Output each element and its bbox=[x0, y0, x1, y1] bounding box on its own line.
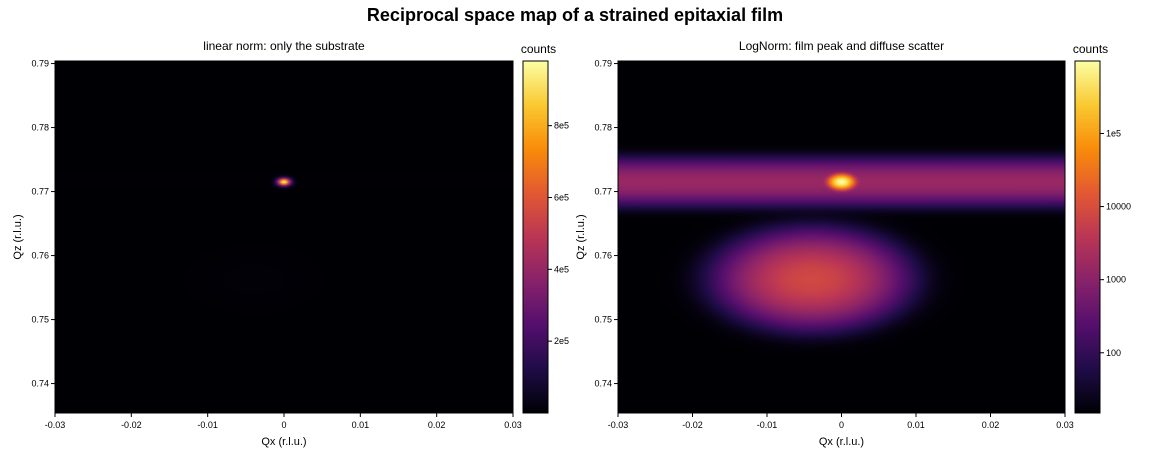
colorbar bbox=[1075, 61, 1100, 413]
colorbar-tick-label: 2e5 bbox=[554, 336, 569, 346]
heatmap-image bbox=[618, 61, 1065, 413]
figure-title: Reciprocal space map of a strained epita… bbox=[366, 5, 784, 25]
y-tick-label: 0.79 bbox=[594, 59, 612, 69]
y-tick-label: 0.75 bbox=[31, 315, 49, 325]
x-axis-label: Qx (r.l.u.) bbox=[261, 436, 306, 448]
colorbar-frame bbox=[522, 60, 549, 414]
colorbar-tick-label: 10000 bbox=[1106, 202, 1131, 212]
y-tick-label: 0.76 bbox=[594, 251, 612, 261]
colorbar-tick-label: 1e5 bbox=[1106, 128, 1121, 138]
x-tick-label: 0 bbox=[281, 420, 286, 430]
y-tick-label: 0.78 bbox=[594, 123, 612, 133]
panel-title: linear norm: only the substrate bbox=[203, 39, 365, 53]
y-tick-label: 0.77 bbox=[31, 187, 49, 197]
panel-title: LogNorm: film peak and diffuse scatter bbox=[739, 39, 944, 53]
colorbar-tick-label: 6e5 bbox=[554, 192, 569, 202]
x-tick-label: -0.02 bbox=[682, 420, 703, 430]
x-tick-label: -0.03 bbox=[608, 420, 629, 430]
y-tick-label: 0.78 bbox=[31, 123, 49, 133]
y-tick-label: 0.79 bbox=[31, 59, 49, 69]
colorbar-frame bbox=[1074, 60, 1101, 414]
y-tick-label: 0.77 bbox=[594, 187, 612, 197]
x-tick-label: 0.02 bbox=[982, 420, 1000, 430]
x-tick-label: 0.01 bbox=[907, 420, 925, 430]
colorbar-tick-label: 1000 bbox=[1106, 275, 1126, 285]
y-tick-label: 0.74 bbox=[31, 379, 49, 389]
heatmap-image bbox=[55, 61, 513, 413]
y-tick-label: 0.75 bbox=[594, 315, 612, 325]
colorbar-label: counts bbox=[1073, 42, 1108, 56]
colorbar-tick-label: 100 bbox=[1106, 348, 1121, 358]
y-axis-label: Qz (r.l.u.) bbox=[12, 214, 24, 259]
y-tick-label: 0.74 bbox=[594, 379, 612, 389]
colorbar-label: counts bbox=[521, 42, 556, 56]
x-tick-label: -0.01 bbox=[197, 420, 218, 430]
x-tick-label: 0.03 bbox=[504, 420, 522, 430]
x-tick-label: -0.01 bbox=[757, 420, 778, 430]
y-tick-label: 0.76 bbox=[31, 251, 49, 261]
y-axis-label: Qz (r.l.u.) bbox=[575, 214, 587, 259]
colorbar-tick-label: 4e5 bbox=[554, 264, 569, 274]
x-tick-label: 0.02 bbox=[428, 420, 446, 430]
panel-log-norm: LogNorm: film peak and diffuse scatter -0… bbox=[575, 39, 1131, 448]
x-tick-label: -0.02 bbox=[121, 420, 142, 430]
x-tick-label: 0 bbox=[839, 420, 844, 430]
colorbar-tick-label: 8e5 bbox=[554, 121, 569, 131]
x-tick-label: 0.01 bbox=[352, 420, 370, 430]
x-axis-label: Qx (r.l.u.) bbox=[819, 436, 864, 448]
x-tick-label: 0.03 bbox=[1056, 420, 1074, 430]
panel-linear-norm: linear norm: only the substrate -0.03 -0.0… bbox=[12, 39, 569, 448]
x-tick-label: -0.03 bbox=[45, 420, 66, 430]
colorbar bbox=[523, 61, 548, 413]
